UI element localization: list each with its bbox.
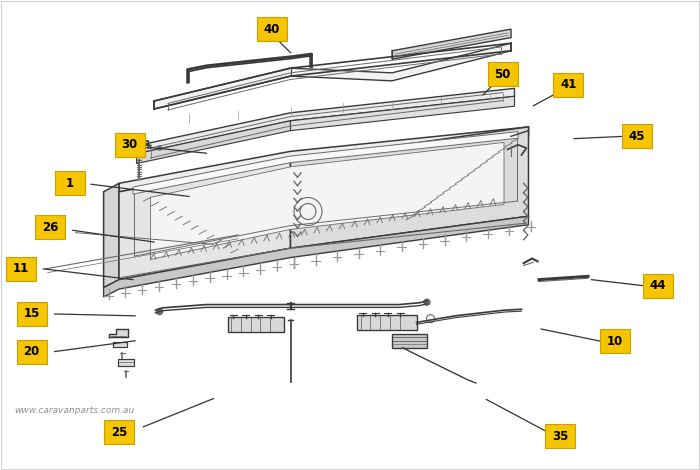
Text: 25: 25 [111, 426, 127, 439]
Polygon shape [357, 315, 416, 330]
FancyBboxPatch shape [17, 302, 46, 326]
Text: 50: 50 [494, 68, 511, 81]
FancyBboxPatch shape [600, 329, 629, 353]
FancyBboxPatch shape [104, 420, 134, 445]
Text: 41: 41 [560, 78, 577, 91]
Polygon shape [133, 132, 518, 194]
FancyBboxPatch shape [622, 124, 652, 149]
Polygon shape [290, 127, 528, 248]
Text: 26: 26 [42, 221, 59, 234]
Text: 10: 10 [606, 335, 623, 348]
Polygon shape [392, 29, 511, 59]
Polygon shape [108, 329, 128, 337]
Text: www.caravanparts.com.au: www.caravanparts.com.au [14, 406, 134, 415]
Polygon shape [392, 334, 427, 348]
FancyBboxPatch shape [36, 215, 65, 240]
Polygon shape [119, 161, 290, 280]
Polygon shape [136, 88, 514, 154]
Circle shape [157, 309, 162, 314]
Text: 45: 45 [629, 130, 645, 143]
Text: 20: 20 [23, 345, 40, 358]
FancyBboxPatch shape [643, 274, 673, 298]
Circle shape [158, 146, 162, 150]
Text: 15: 15 [23, 307, 40, 321]
Text: 11: 11 [13, 262, 29, 275]
FancyBboxPatch shape [115, 133, 144, 157]
Polygon shape [228, 317, 284, 332]
Polygon shape [290, 96, 514, 131]
Polygon shape [104, 183, 119, 288]
Polygon shape [104, 216, 528, 297]
FancyBboxPatch shape [488, 62, 517, 86]
FancyBboxPatch shape [17, 339, 46, 364]
FancyBboxPatch shape [55, 171, 85, 196]
Polygon shape [154, 43, 511, 109]
FancyBboxPatch shape [257, 17, 286, 41]
Text: 1: 1 [66, 177, 74, 190]
FancyBboxPatch shape [554, 72, 583, 97]
Polygon shape [119, 127, 528, 192]
Text: 40: 40 [263, 23, 280, 36]
FancyBboxPatch shape [6, 257, 36, 281]
Text: 30: 30 [121, 138, 138, 151]
Polygon shape [113, 342, 127, 347]
Polygon shape [136, 121, 290, 164]
Text: 44: 44 [650, 279, 666, 292]
Polygon shape [118, 359, 134, 366]
Circle shape [424, 299, 430, 305]
Polygon shape [150, 142, 504, 259]
FancyBboxPatch shape [545, 424, 575, 448]
Text: 35: 35 [552, 430, 568, 443]
